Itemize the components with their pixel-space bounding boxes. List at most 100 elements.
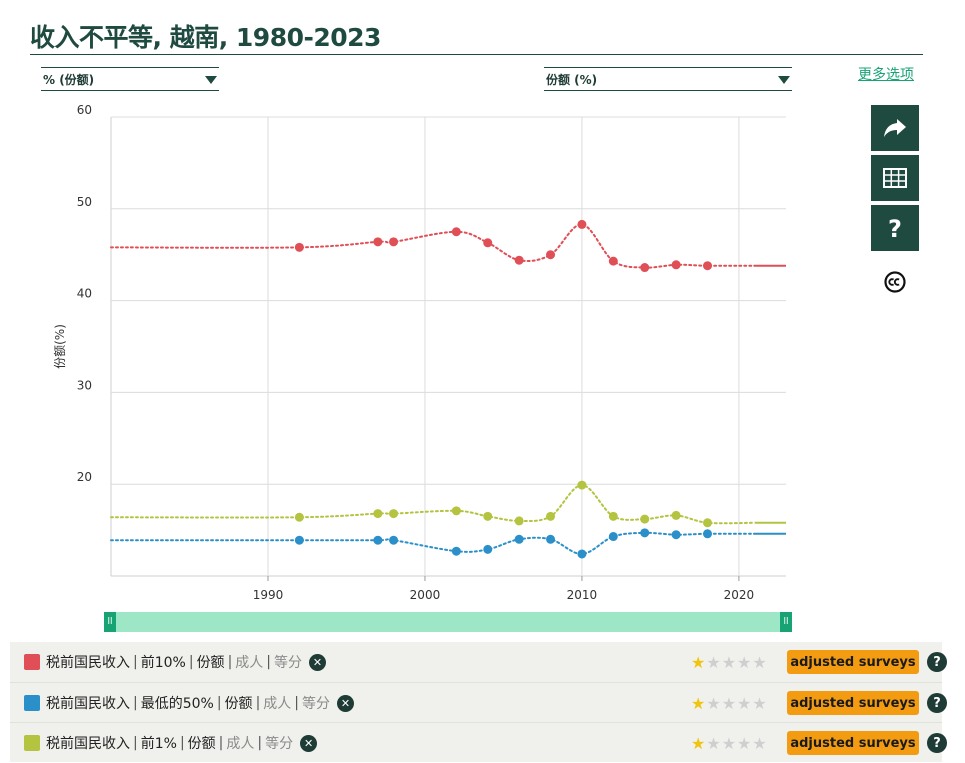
star-empty-icon: ★	[706, 652, 722, 672]
series-legend: 税前国民收入 | 前10% | 份额 | 成人 | 等分 ✕ ★★★★★ adj…	[10, 642, 947, 763]
series-population: 成人	[263, 696, 292, 712]
x-tick-label: 2020	[724, 588, 755, 602]
metric-selector[interactable]: 份额 (%)	[544, 67, 792, 91]
data-source-badge[interactable]: adjusted surveys	[787, 650, 919, 674]
data-point	[389, 535, 399, 545]
data-point	[373, 535, 383, 545]
star-empty-icon: ★	[721, 652, 738, 672]
data-point	[483, 544, 493, 554]
series-2	[110, 480, 786, 528]
data-point	[514, 255, 524, 265]
data-point	[577, 480, 587, 490]
series-label: 税前国民收入 | 前10% | 份额 | 成人 | 等分 ✕	[46, 652, 326, 672]
series-color-swatch	[24, 735, 40, 751]
series-group: 最低的50%	[140, 696, 214, 712]
remove-series-button[interactable]: ✕	[309, 653, 326, 671]
series-label: 税前国民收入 | 前1% | 份额 | 成人 | 等分 ✕	[46, 733, 318, 753]
series-group: 前1%	[140, 736, 177, 752]
star-empty-icon: ★	[737, 652, 753, 672]
star-empty-icon: ★	[706, 733, 722, 753]
series-line-dotted	[110, 484, 756, 525]
x-tick-label: 2000	[410, 588, 441, 602]
y-tick-label: 20	[77, 470, 92, 484]
series-method: 等分	[302, 696, 330, 712]
data-point	[640, 528, 650, 538]
y-tick-label: 40	[77, 287, 92, 301]
chart-axes: 20 30 40 50 60 1990 2000 2010 2020 份额(%)	[53, 103, 754, 602]
series-color-swatch	[24, 695, 40, 711]
chevron-down-icon	[778, 76, 790, 84]
series-measure: 份额	[196, 655, 225, 671]
series-group: 前10%	[140, 655, 186, 671]
data-point	[373, 237, 383, 247]
star-empty-icon: ★	[752, 652, 768, 672]
data-point	[483, 511, 493, 521]
remove-series-button[interactable]: ✕	[300, 734, 318, 752]
range-start-handle[interactable]: ll	[104, 612, 116, 632]
table-icon	[883, 168, 907, 188]
star-filled-icon: ★	[691, 733, 707, 753]
series-line-dotted	[110, 223, 756, 269]
series-indicator: 税前国民收入	[46, 736, 130, 752]
help-button[interactable]: ?	[871, 205, 919, 251]
more-options-link[interactable]: 更多选项	[858, 67, 914, 83]
quality-rating: ★★★★★	[691, 653, 768, 672]
star-empty-icon: ★	[737, 693, 753, 713]
star-filled-icon: ★	[691, 652, 707, 672]
remove-series-button[interactable]: ✕	[337, 694, 354, 712]
legend-row: 税前国民收入 | 前10% | 份额 | 成人 | 等分 ✕ ★★★★★ adj…	[10, 642, 947, 682]
unit-selector[interactable]: % (份额)	[41, 67, 219, 91]
unit-selector-value: % (份额)	[43, 72, 95, 87]
series-population: 成人	[235, 655, 264, 671]
data-point	[671, 260, 681, 270]
series-indicator: 税前国民收入	[46, 696, 130, 712]
svg-text:?: ?	[888, 215, 902, 241]
data-point	[389, 237, 399, 247]
data-point	[294, 535, 304, 545]
data-point	[514, 516, 524, 526]
data-point	[373, 509, 383, 519]
quality-rating: ★★★★★	[691, 694, 768, 713]
y-tick-label: 50	[77, 195, 92, 209]
chart-series	[110, 219, 786, 559]
legend-row: 税前国民收入 | 前1% | 份额 | 成人 | 等分 ✕ ★★★★★ adju…	[10, 722, 947, 763]
data-point	[451, 506, 461, 516]
data-point	[514, 534, 524, 544]
data-source-badge[interactable]: adjusted surveys	[787, 691, 919, 715]
data-point	[608, 256, 618, 266]
data-point	[703, 529, 713, 539]
page-title: 收入不平等, 越南, 1980-2023	[30, 23, 381, 52]
series-help-button[interactable]: ?	[927, 693, 947, 713]
data-point	[294, 242, 304, 252]
data-point	[546, 511, 556, 521]
table-view-button[interactable]	[871, 155, 919, 201]
data-point	[451, 227, 461, 237]
series-help-button[interactable]: ?	[927, 652, 947, 672]
metric-selector-value: 份额 (%)	[546, 72, 598, 87]
series-label: 税前国民收入 | 最低的50% | 份额 | 成人 | 等分 ✕	[46, 693, 354, 713]
series-0	[110, 219, 786, 273]
creative-commons-icon[interactable]	[884, 271, 906, 293]
question-icon: ?	[888, 215, 902, 241]
share-button[interactable]	[871, 105, 919, 151]
star-empty-icon: ★	[752, 693, 768, 713]
series-method: 等分	[274, 655, 302, 671]
data-source-badge[interactable]: adjusted surveys	[787, 731, 919, 755]
y-axis-label: 份额(%)	[53, 324, 67, 369]
series-1	[110, 528, 786, 559]
time-range-slider[interactable]	[104, 612, 792, 632]
data-point	[483, 238, 493, 248]
data-point	[546, 534, 556, 544]
series-measure: 份额	[187, 736, 216, 752]
data-point	[703, 518, 713, 528]
star-empty-icon: ★	[721, 733, 738, 753]
data-point	[608, 511, 618, 521]
series-help-button[interactable]: ?	[927, 733, 947, 753]
share-icon	[884, 119, 906, 137]
line-chart: 20 30 40 50 60 1990 2000 2010 2020 份额(%)	[53, 103, 786, 602]
range-end-handle[interactable]: ll	[780, 612, 792, 632]
series-indicator: 税前国民收入	[46, 655, 130, 671]
data-point	[577, 219, 587, 229]
y-tick-label: 60	[77, 103, 92, 117]
star-empty-icon: ★	[706, 693, 722, 713]
